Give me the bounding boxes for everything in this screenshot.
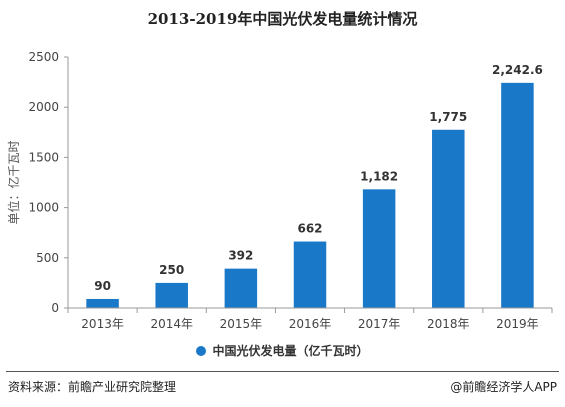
- bar: [362, 189, 396, 308]
- data-label: 1,775: [429, 110, 467, 124]
- x-tick-label: 2013年: [81, 317, 124, 331]
- footer-divider: [6, 371, 559, 372]
- data-label: 392: [228, 249, 253, 263]
- y-tick-label: 2500: [28, 50, 59, 64]
- source-note: 资料来源：前瞻产业研究院整理: [8, 380, 177, 394]
- x-tick-label: 2018年: [427, 317, 470, 331]
- x-tick-label: 2017年: [358, 317, 401, 331]
- bar: [155, 282, 188, 308]
- brand-text: @前瞻经济学人APP: [450, 380, 557, 394]
- y-tick-label: 1000: [28, 201, 59, 215]
- x-tick-label: 2014年: [150, 317, 193, 331]
- y-axis: 0 500 1000 1500 2000 2500: [28, 50, 69, 315]
- x-tick-label: 2015年: [220, 317, 263, 331]
- bar: [501, 82, 534, 308]
- y-tick-label: 1500: [28, 150, 59, 164]
- data-labels: 90 250 392 662 1,182 1,775 2,242.6: [94, 63, 543, 293]
- bar: [293, 241, 327, 308]
- data-label: 90: [94, 279, 111, 293]
- x-tick-label: 2019年: [496, 317, 539, 331]
- bar: [432, 129, 465, 308]
- bar-chart: 0 500 1000 1500 2000 2500 90 250 392 662 1,182 1,7…: [6, 50, 553, 331]
- legend-label: 中国光伏发电量（亿千瓦时）: [212, 344, 369, 358]
- chart-title: 2013-2019年中国光伏发电量统计情况: [147, 10, 418, 28]
- data-label: 250: [159, 263, 184, 277]
- y-axis-title: 单位：亿千瓦时: [6, 140, 21, 224]
- data-label: 2,242.6: [492, 63, 543, 77]
- brand-credit: @前瞻经济学人APP: [450, 378, 557, 395]
- data-label: 1,182: [360, 169, 398, 183]
- x-axis: 2013年 2014年 2015年 2016年 2017年 2018年 2019年: [67, 307, 553, 331]
- data-label: 662: [297, 222, 322, 236]
- x-tick-label: 2016年: [289, 317, 332, 331]
- y-tick-label: 500: [36, 251, 59, 265]
- y-tick-label: 2000: [28, 100, 59, 114]
- bar: [86, 298, 119, 308]
- y-tick-label: 0: [51, 301, 59, 315]
- bars: [86, 82, 534, 308]
- legend: 中国光伏发电量（亿千瓦时）: [0, 342, 565, 359]
- legend-swatch: [196, 346, 207, 356]
- bar: [224, 268, 258, 308]
